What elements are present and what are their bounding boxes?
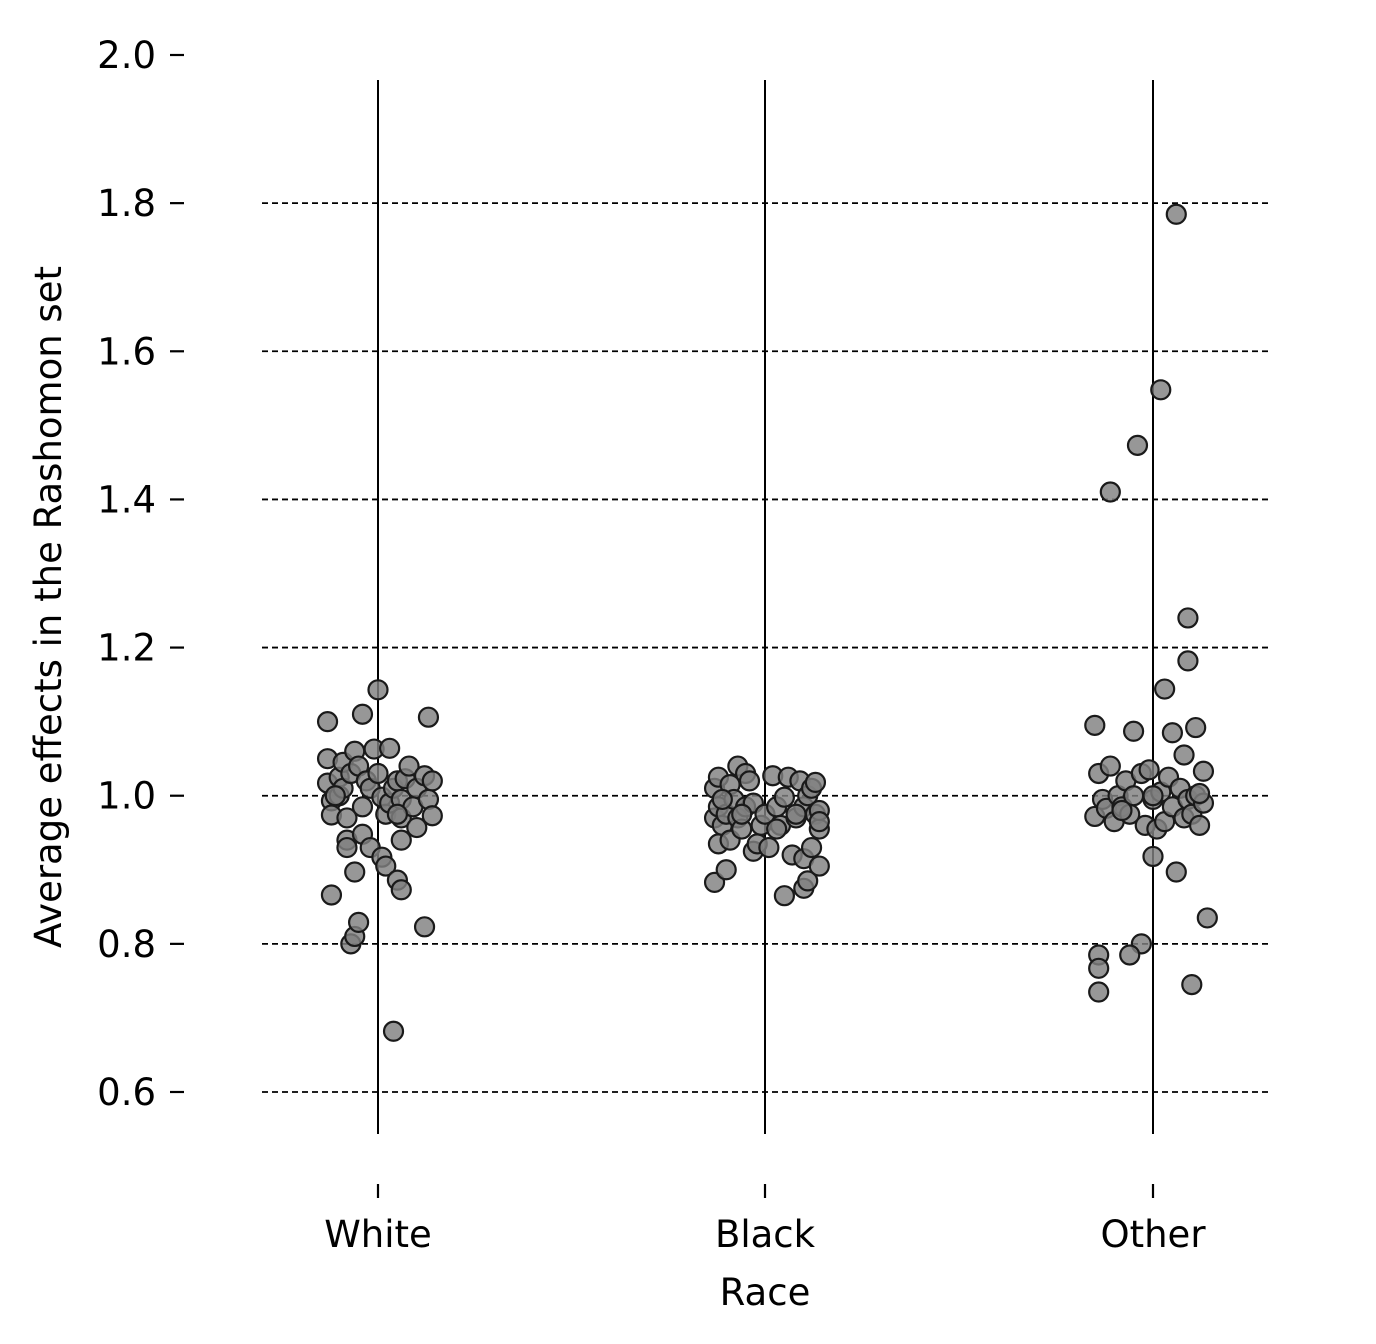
- data-points: [316, 203, 1218, 1042]
- data-point: [1188, 814, 1211, 836]
- data-point: [1196, 907, 1218, 929]
- data-point: [379, 737, 401, 759]
- y-tick-label: 0.6: [97, 1071, 156, 1114]
- y-tick-label: 1.6: [97, 330, 156, 373]
- data-point: [1138, 759, 1160, 781]
- data-point: [390, 829, 412, 851]
- data-point: [1150, 379, 1172, 401]
- data-point: [1084, 714, 1106, 736]
- data-point: [324, 785, 346, 807]
- data-point: [421, 770, 443, 792]
- data-point: [417, 706, 440, 728]
- data-point: [1099, 755, 1121, 777]
- data-point: [382, 1020, 405, 1042]
- data-point: [1192, 760, 1215, 782]
- data-point: [1161, 722, 1184, 744]
- y-axis: 0.6 0.8 1.0 1.2 1.4 1.6 1.8 2.0: [97, 34, 184, 1114]
- data-point: [804, 771, 827, 793]
- data-point: [1142, 845, 1164, 868]
- data-point: [731, 803, 753, 825]
- data-point: [336, 807, 358, 829]
- data-point: [386, 803, 408, 825]
- x-tick-label: Other: [1100, 1213, 1206, 1256]
- data-point: [711, 788, 733, 811]
- data-point: [1177, 650, 1199, 672]
- x-axis-label: Race: [720, 1271, 811, 1314]
- data-point: [336, 836, 358, 859]
- y-tick-label: 1.0: [97, 775, 156, 818]
- y-tick-label: 1.4: [97, 478, 156, 521]
- data-point: [1165, 861, 1187, 883]
- data-point: [351, 703, 374, 725]
- data-point: [773, 885, 796, 907]
- data-point: [351, 796, 374, 818]
- data-point: [766, 818, 788, 840]
- data-point: [785, 803, 807, 825]
- data-point: [800, 836, 823, 859]
- data-point: [797, 870, 819, 892]
- data-point: [808, 855, 830, 877]
- x-tick-label: Black: [715, 1213, 816, 1256]
- y-tick-label: 1.8: [97, 182, 156, 225]
- data-point: [375, 855, 397, 877]
- data-point: [1099, 481, 1121, 503]
- data-point: [1177, 607, 1199, 629]
- data-point: [1165, 203, 1187, 225]
- data-point: [1119, 944, 1141, 966]
- data-point: [758, 836, 780, 859]
- data-point: [421, 805, 443, 827]
- data-point: [1181, 973, 1203, 996]
- data-point: [1122, 720, 1145, 742]
- data-point: [715, 859, 737, 881]
- data-point: [808, 811, 830, 833]
- data-point: [367, 679, 389, 701]
- x-axis: White Black Other: [324, 1184, 1206, 1256]
- data-point: [1188, 782, 1211, 805]
- data-point: [367, 762, 389, 785]
- data-point: [348, 911, 370, 933]
- data-point: [1142, 785, 1164, 807]
- data-point: [398, 755, 420, 777]
- data-point: [773, 786, 796, 808]
- y-tick-label: 0.8: [97, 923, 156, 966]
- data-point: [320, 884, 343, 906]
- data-point: [344, 861, 366, 883]
- data-point: [1126, 434, 1149, 456]
- data-point: [1111, 799, 1133, 822]
- data-point: [413, 916, 436, 938]
- data-point: [316, 711, 339, 733]
- data-point: [1173, 744, 1195, 766]
- data-point: [1088, 957, 1110, 979]
- data-point: [738, 770, 761, 792]
- y-axis-label: Average effects in the Rashomon set: [27, 266, 70, 948]
- data-point: [390, 879, 412, 901]
- data-point: [406, 816, 428, 839]
- y-tick-label: 1.2: [97, 627, 156, 670]
- data-point: [1185, 716, 1207, 739]
- data-point: [1088, 981, 1110, 1003]
- x-tick-label: White: [324, 1213, 432, 1256]
- category-lines: [377, 80, 1154, 1134]
- y-tick-label: 2.0: [97, 34, 156, 77]
- data-point: [1154, 678, 1176, 700]
